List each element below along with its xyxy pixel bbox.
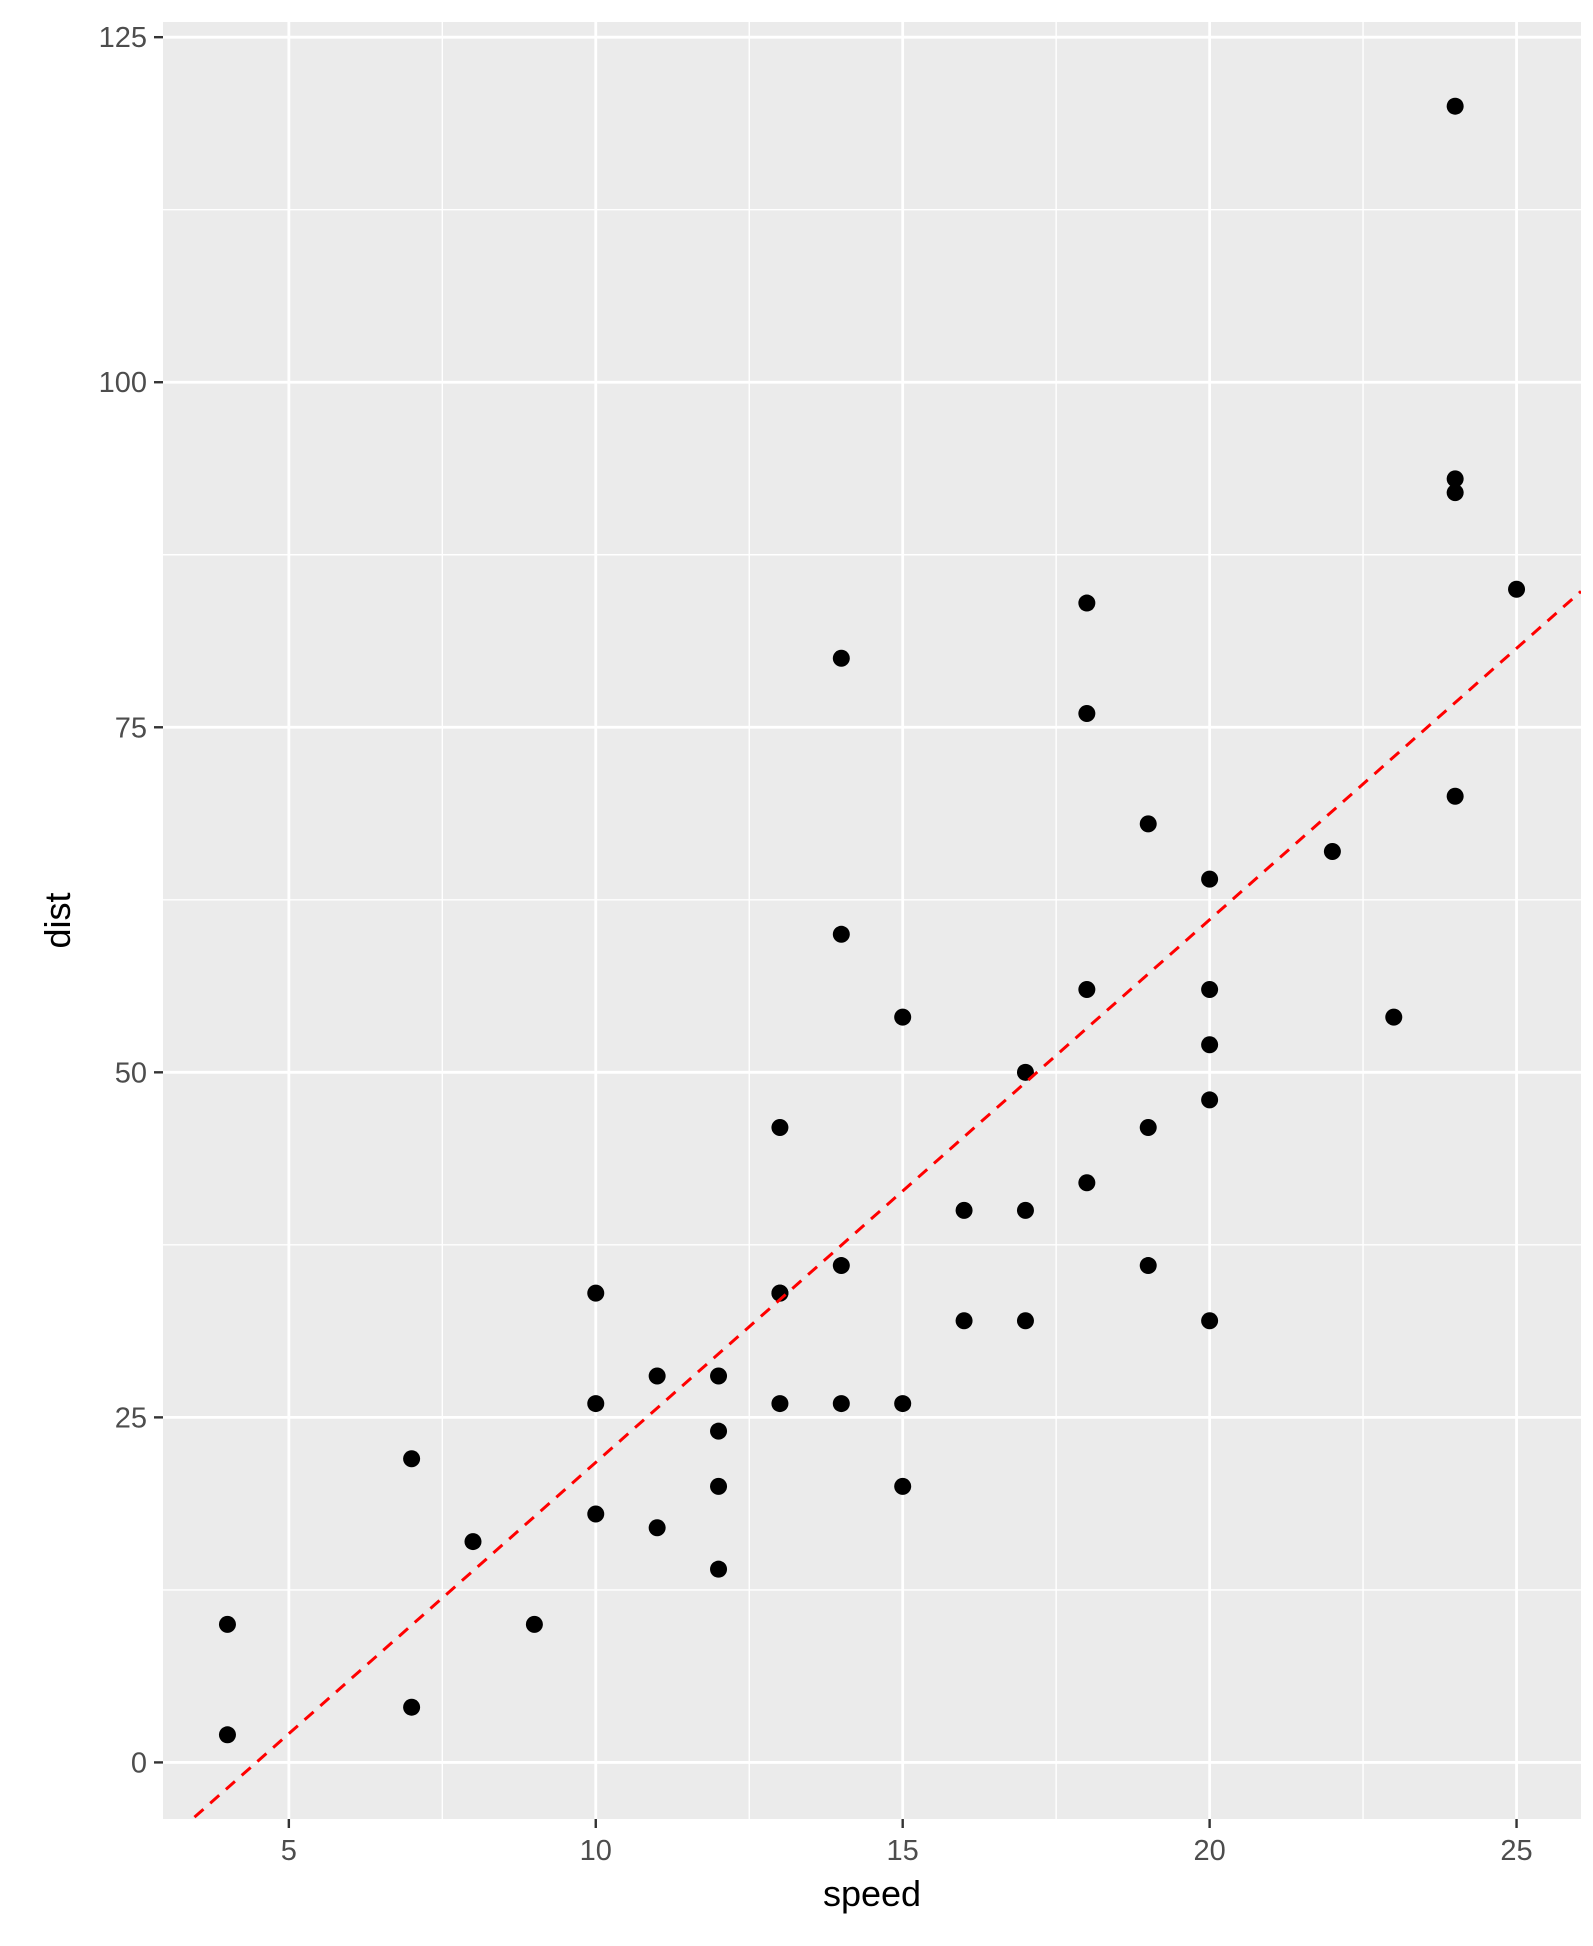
- data-point: [771, 1119, 789, 1137]
- data-point: [1385, 1008, 1403, 1026]
- x-tick-label: 5: [281, 1835, 297, 1867]
- data-point: [648, 1367, 666, 1385]
- data-point: [1201, 1036, 1219, 1054]
- data-point: [1078, 704, 1096, 722]
- y-tick-label: 0: [131, 1747, 147, 1779]
- x-axis: 5 10 15 20 25: [281, 1819, 1533, 1867]
- data-point: [1016, 1312, 1034, 1330]
- y-tick-label: 25: [115, 1402, 147, 1434]
- data-point: [1508, 580, 1526, 598]
- regression-line: [190, 590, 1581, 1819]
- data-point: [955, 1312, 973, 1330]
- data-point: [403, 1698, 421, 1716]
- data-point: [1201, 981, 1219, 999]
- data-point: [710, 1367, 728, 1385]
- data-point: [1201, 1091, 1219, 1109]
- x-axis-title: speed: [823, 1873, 921, 1914]
- data-point: [710, 1560, 728, 1578]
- data-point: [771, 1395, 789, 1413]
- data-point: [1201, 870, 1219, 888]
- data-point: [1201, 1312, 1219, 1330]
- data-point: [648, 1519, 666, 1537]
- data-point: [832, 925, 850, 943]
- data-point: [1078, 1174, 1096, 1192]
- fit-lines: [190, 590, 1581, 1819]
- x-tick-label: 20: [1193, 1835, 1225, 1867]
- data-point: [832, 649, 850, 667]
- data-point: [1446, 470, 1464, 488]
- data-point: [1016, 1063, 1034, 1081]
- data-point: [1139, 815, 1157, 833]
- data-point: [1139, 1257, 1157, 1275]
- x-tick-label: 25: [1500, 1835, 1532, 1867]
- data-point: [1446, 97, 1464, 115]
- data-point: [403, 1450, 421, 1468]
- data-point: [894, 1008, 912, 1026]
- y-tick-label: 50: [115, 1057, 147, 1089]
- y-tick-label: 100: [99, 367, 147, 399]
- x-tick-label: 15: [887, 1835, 919, 1867]
- data-point: [832, 1257, 850, 1275]
- data-point: [218, 1615, 236, 1633]
- y-tick-label: 125: [99, 22, 147, 54]
- minor-gridlines: [163, 22, 1581, 1819]
- data-point: [955, 1201, 973, 1219]
- data-point: [1078, 981, 1096, 999]
- data-point: [894, 1395, 912, 1413]
- data-point: [1323, 842, 1341, 860]
- x-tick-label: 10: [580, 1835, 612, 1867]
- data-point: [894, 1477, 912, 1495]
- data-point: [587, 1284, 605, 1302]
- data-point: [710, 1477, 728, 1495]
- data-point: [832, 1395, 850, 1413]
- data-point: [587, 1395, 605, 1413]
- data-point: [1446, 787, 1464, 805]
- y-tick-label: 75: [115, 712, 147, 744]
- y-axis: 0 25 50 75 100 125: [99, 22, 163, 1779]
- y-axis-title: dist: [37, 892, 78, 948]
- plot-panel: [163, 22, 1581, 1819]
- data-point: [710, 1422, 728, 1440]
- data-point: [525, 1615, 543, 1633]
- data-point: [1078, 594, 1096, 612]
- data-point: [1016, 1201, 1034, 1219]
- data-point: [1446, 484, 1464, 502]
- data-points: [218, 97, 1526, 1744]
- data-point: [587, 1505, 605, 1523]
- data-point: [218, 1726, 236, 1744]
- data-point: [1139, 1119, 1157, 1137]
- data-point: [464, 1533, 482, 1551]
